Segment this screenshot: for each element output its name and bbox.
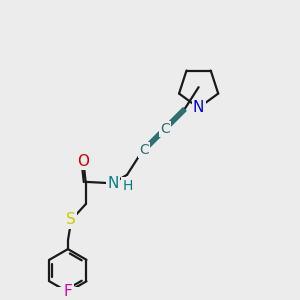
Text: N: N [193, 100, 204, 115]
Text: F: F [64, 284, 72, 299]
Text: O: O [77, 154, 89, 169]
Text: C: C [139, 143, 148, 157]
Text: C: C [160, 122, 170, 136]
Text: H: H [122, 178, 133, 193]
Text: N: N [107, 176, 118, 191]
Text: S: S [67, 212, 76, 227]
